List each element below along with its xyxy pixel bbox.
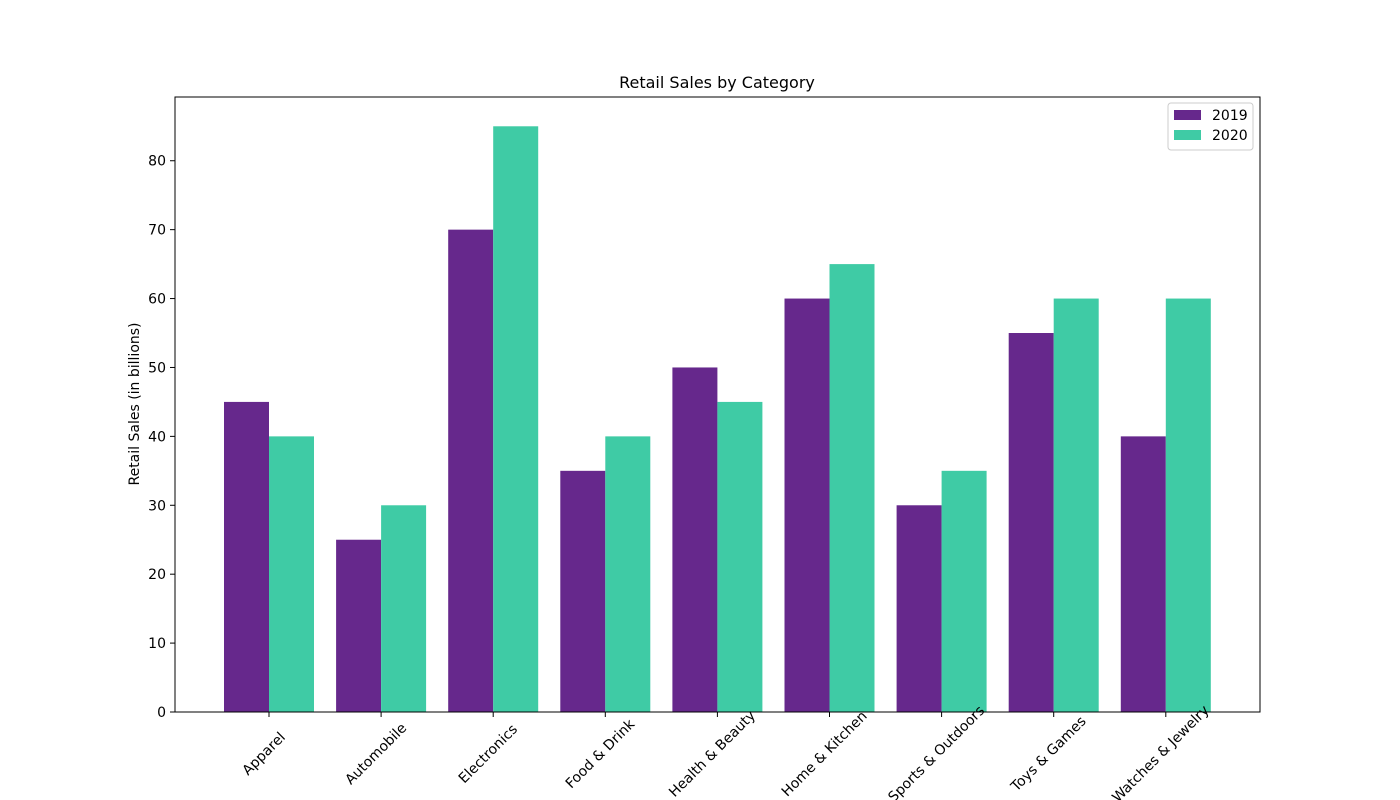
y-tick-label: 70 [148, 223, 166, 239]
y-tick-label: 40 [148, 429, 166, 445]
x-tick-label: Health & Beauty [666, 708, 759, 800]
x-tick-label: Food & Drink [563, 716, 639, 792]
bar-2019-sports-outdoors [896, 505, 942, 712]
bar-2020-apparel [269, 436, 314, 712]
y-tick-label: 80 [148, 154, 166, 170]
bar-2020-sports-outdoors [941, 470, 987, 712]
bar-2019-watches-jewelry [1120, 436, 1166, 712]
bar-2019-health-beauty [672, 367, 718, 712]
y-tick-label: 10 [148, 636, 166, 652]
bar-2019-food-drink [560, 470, 606, 712]
x-tick-label: Automobile [342, 720, 410, 788]
bar-2019-home-kitchen [784, 298, 830, 712]
bar-2020-watches-jewelry [1165, 298, 1211, 712]
y-tick-label: 0 [157, 705, 166, 721]
y-tick-label: 50 [148, 360, 166, 376]
bar-2020-automobile [381, 505, 427, 712]
bar-2019-apparel [224, 401, 269, 712]
y-tick-label: 20 [148, 567, 166, 583]
legend-swatch-2019 [1174, 110, 1201, 120]
x-tick-label: Home & Kitchen [779, 708, 871, 800]
x-tick-label: Apparel [239, 729, 288, 778]
bar-2019-electronics [448, 229, 494, 712]
x-tick-label: Sports & Outdoors [885, 703, 988, 800]
y-axis-label: Retail Sales (in billions) [127, 322, 143, 485]
bar-2020-health-beauty [717, 401, 763, 712]
bar-2019-automobile [336, 539, 382, 712]
bar-2020-home-kitchen [829, 264, 875, 712]
x-tick-label: Toys & Games [1007, 713, 1089, 795]
bar-2020-food-drink [605, 436, 651, 712]
y-tick-label: 30 [148, 498, 166, 514]
legend: 2019 2020 [1167, 102, 1254, 151]
y-tick-label: 60 [148, 292, 166, 308]
bar-2019-toys-games [1008, 333, 1054, 712]
bar-2020-toys-games [1053, 298, 1099, 712]
legend-swatch-2020 [1174, 130, 1201, 140]
bar-2020-electronics [493, 126, 539, 713]
x-tick-label: Watches & Jewelry [1109, 703, 1212, 800]
x-tick-label: Electronics [456, 722, 521, 787]
legend-label-2019: 2019 [1212, 108, 1248, 124]
legend-label-2020: 2020 [1212, 128, 1248, 144]
chart-title: Retail Sales by Category [619, 73, 815, 92]
